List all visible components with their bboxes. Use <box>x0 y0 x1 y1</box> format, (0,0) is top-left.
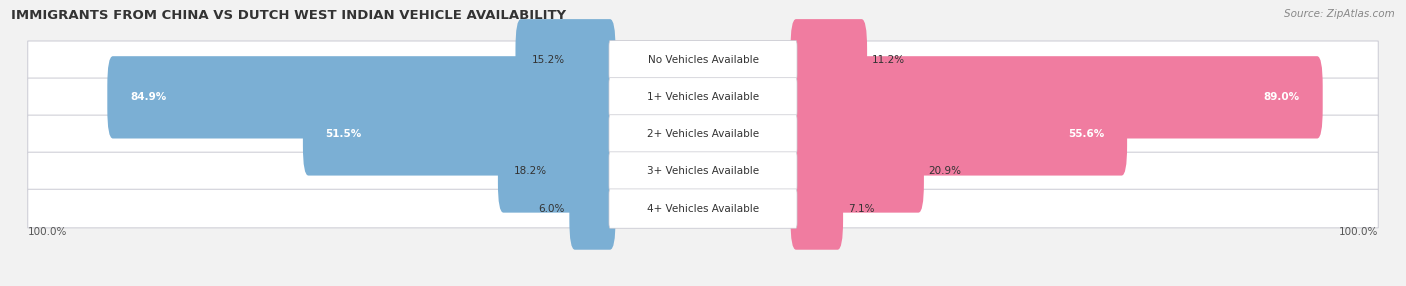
FancyBboxPatch shape <box>609 78 797 117</box>
Text: 7.1%: 7.1% <box>848 204 875 214</box>
FancyBboxPatch shape <box>28 152 1378 191</box>
Text: 100.0%: 100.0% <box>1339 227 1378 237</box>
FancyBboxPatch shape <box>107 56 616 138</box>
FancyBboxPatch shape <box>28 189 1378 228</box>
FancyBboxPatch shape <box>498 130 616 213</box>
FancyBboxPatch shape <box>790 130 924 213</box>
FancyBboxPatch shape <box>569 167 616 250</box>
FancyBboxPatch shape <box>609 152 797 191</box>
FancyBboxPatch shape <box>28 78 1378 117</box>
Text: 100.0%: 100.0% <box>28 227 67 237</box>
Text: 18.2%: 18.2% <box>513 166 547 176</box>
FancyBboxPatch shape <box>516 19 616 102</box>
FancyBboxPatch shape <box>609 189 797 228</box>
Text: 6.0%: 6.0% <box>538 204 565 214</box>
Text: 1+ Vehicles Available: 1+ Vehicles Available <box>647 92 759 102</box>
FancyBboxPatch shape <box>790 56 1323 138</box>
FancyBboxPatch shape <box>302 93 616 176</box>
Text: 84.9%: 84.9% <box>129 92 166 102</box>
Text: 89.0%: 89.0% <box>1264 92 1301 102</box>
Text: 15.2%: 15.2% <box>531 55 564 65</box>
Text: 51.5%: 51.5% <box>326 130 361 139</box>
Text: 20.9%: 20.9% <box>929 166 962 176</box>
Text: IMMIGRANTS FROM CHINA VS DUTCH WEST INDIAN VEHICLE AVAILABILITY: IMMIGRANTS FROM CHINA VS DUTCH WEST INDI… <box>11 9 567 21</box>
Text: 3+ Vehicles Available: 3+ Vehicles Available <box>647 166 759 176</box>
FancyBboxPatch shape <box>790 93 1128 176</box>
Text: 55.6%: 55.6% <box>1069 130 1104 139</box>
FancyBboxPatch shape <box>790 19 868 102</box>
Text: Source: ZipAtlas.com: Source: ZipAtlas.com <box>1284 9 1395 19</box>
FancyBboxPatch shape <box>790 167 844 250</box>
FancyBboxPatch shape <box>28 41 1378 80</box>
FancyBboxPatch shape <box>609 115 797 154</box>
Text: 4+ Vehicles Available: 4+ Vehicles Available <box>647 204 759 214</box>
Text: 2+ Vehicles Available: 2+ Vehicles Available <box>647 130 759 139</box>
Text: No Vehicles Available: No Vehicles Available <box>648 55 758 65</box>
FancyBboxPatch shape <box>28 115 1378 154</box>
FancyBboxPatch shape <box>609 41 797 80</box>
Text: 11.2%: 11.2% <box>872 55 905 65</box>
